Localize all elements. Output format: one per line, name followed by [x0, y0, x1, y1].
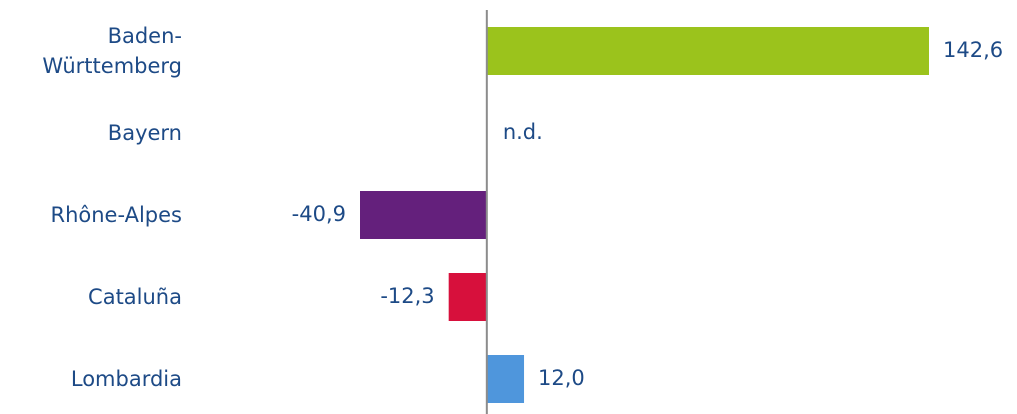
category-label: Lombardia	[70, 367, 182, 391]
value-label: -40,9	[292, 202, 346, 226]
bar	[360, 191, 487, 239]
bar	[486, 355, 525, 403]
value-label: 12,0	[538, 366, 585, 390]
value-label: n.d.	[503, 120, 543, 144]
bar	[486, 27, 929, 75]
category-label: Bayern	[107, 121, 182, 145]
category-label: Rhône-Alpes	[50, 203, 183, 227]
bar	[448, 273, 487, 321]
value-label: -12,3	[380, 284, 434, 308]
category-label: Cataluña	[88, 285, 182, 309]
value-label: 142,6	[943, 38, 1003, 62]
category-label: Baden-Württemberg	[42, 24, 182, 78]
